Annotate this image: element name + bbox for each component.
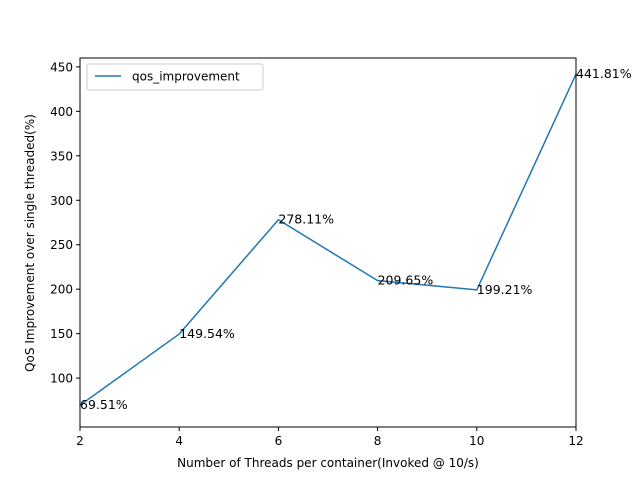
y-tick-label: 100 — [50, 372, 73, 386]
data-label: 199.21% — [477, 282, 533, 297]
y-tick-label: 450 — [50, 60, 73, 74]
plot-frame — [79, 57, 577, 428]
y-tick-label: 150 — [50, 327, 73, 341]
y-tick-label: 250 — [50, 238, 73, 252]
data-label: 209.65% — [378, 273, 434, 288]
data-label: 441.81% — [576, 66, 632, 81]
x-axis-label: Number of Threads per container(Invoked … — [177, 456, 479, 470]
axes: 2 4 6 8 10 12 100 150 200 250 300 350 400 450 — [50, 57, 584, 448]
y-tick-label: 300 — [50, 194, 73, 208]
x-tick-label: 2 — [76, 434, 84, 448]
x-tick-label: 4 — [175, 434, 183, 448]
y-tick-label: 200 — [50, 283, 73, 297]
x-tick-label: 8 — [374, 434, 382, 448]
series-line-qos-improvement — [78, 73, 577, 407]
legend: qos_improvement — [86, 63, 264, 91]
y-tick-label: 400 — [50, 105, 73, 119]
legend-label-qos-improvement: qos_improvement — [132, 70, 240, 84]
data-label: 149.54% — [179, 326, 235, 341]
data-label: 278.11% — [278, 212, 334, 227]
data-label: 69.51% — [80, 397, 128, 412]
legend-box — [86, 63, 264, 91]
x-tick-label: 10 — [469, 434, 484, 448]
y-axis-label: QoS Improvement over single threaded(%) — [23, 114, 37, 372]
x-tick-label: 12 — [568, 434, 583, 448]
plot-area: 69.51% 149.54% 278.11% 209.65% 199.21% 441.81… — [78, 66, 632, 412]
x-tick-label: 6 — [275, 434, 283, 448]
y-tick-label: 350 — [50, 149, 73, 163]
